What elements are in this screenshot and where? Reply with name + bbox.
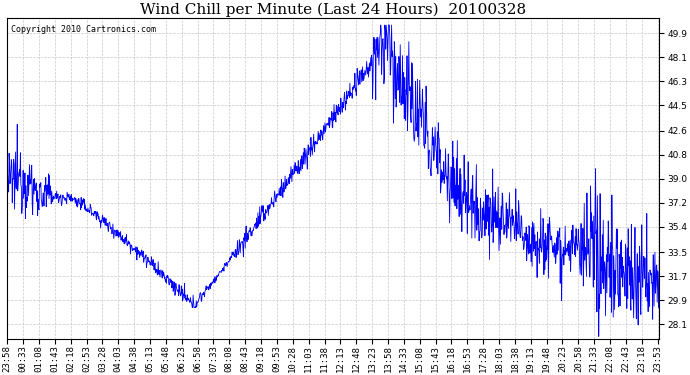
Title: Wind Chill per Minute (Last 24 Hours)  20100328: Wind Chill per Minute (Last 24 Hours) 20… xyxy=(140,3,526,17)
Text: Copyright 2010 Cartronics.com: Copyright 2010 Cartronics.com xyxy=(10,25,155,34)
